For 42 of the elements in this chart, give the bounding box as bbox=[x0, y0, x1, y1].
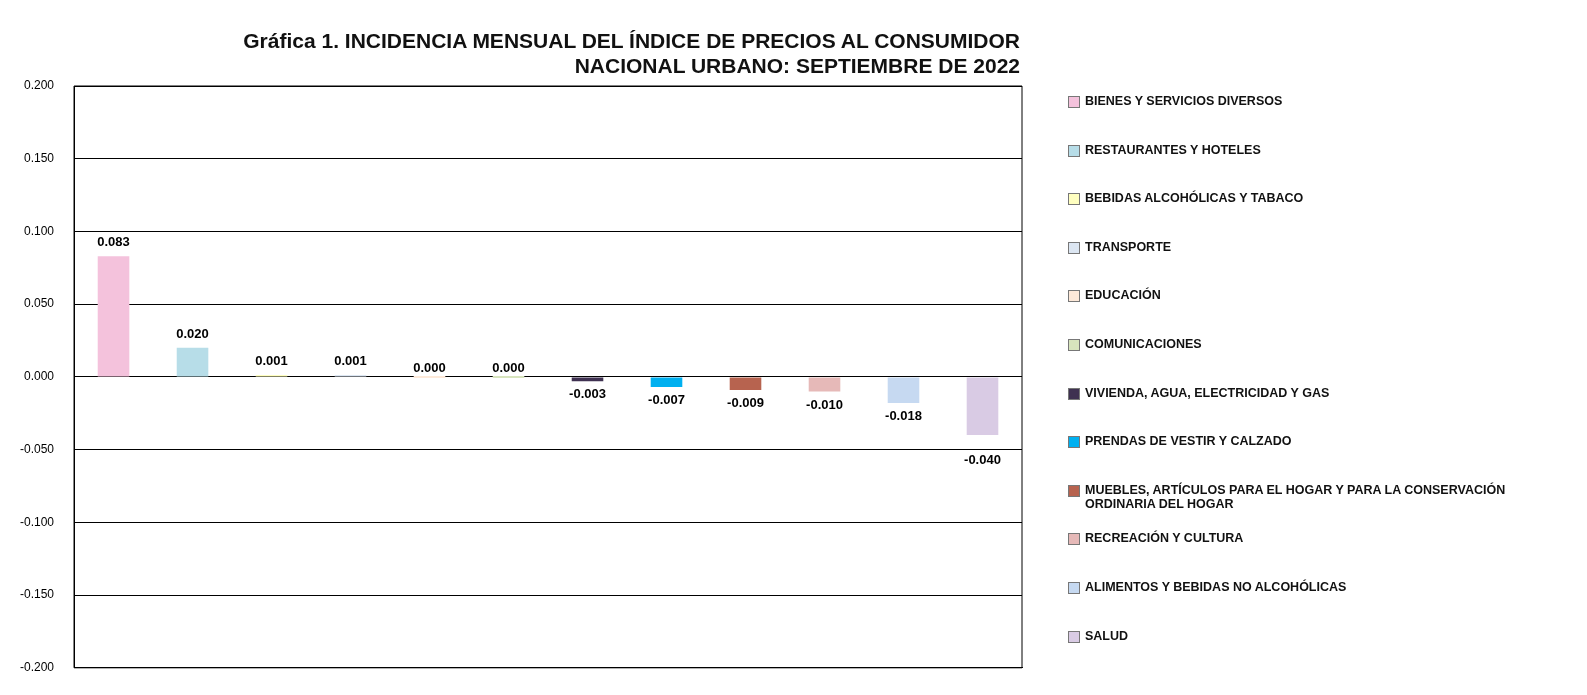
legend-label: PRENDAS DE VESTIR Y CALZADO bbox=[1085, 434, 1292, 449]
data-label: -0.040 bbox=[964, 451, 1001, 467]
legend-label: EDUCACIÓN bbox=[1085, 288, 1161, 303]
legend-label: MUEBLES, ARTÍCULOS PARA EL HOGAR Y PARA LA CONSERVACIÓN ORDINARIA DEL HOGAR bbox=[1085, 482, 1507, 511]
legend-label: VIVIENDA, AGUA, ELECTRICIDAD Y GAS bbox=[1085, 385, 1330, 400]
y-tick-label: -0.200 bbox=[19, 660, 55, 675]
data-label: -0.003 bbox=[569, 386, 606, 402]
data-label: 0.083 bbox=[97, 234, 130, 250]
data-label: -0.010 bbox=[806, 396, 843, 412]
y-tick-label: -0.050 bbox=[19, 441, 55, 456]
legend-label: RECREACIÓN Y CULTURA bbox=[1085, 531, 1244, 546]
bar bbox=[176, 347, 209, 377]
data-label: -0.009 bbox=[727, 395, 764, 411]
chart-title: Gráfica 1. INCIDENCIA MENSUAL DEL ÍNDICE DE PRECIOS AL CONSUMIDOR NACIONAL URBANO: SEPTIEMBRE DE 2022 bbox=[242, 28, 1020, 78]
data-label: 0.020 bbox=[176, 325, 209, 341]
legend-label: BEBIDAS ALCOHÓLICAS Y TABACO bbox=[1085, 191, 1304, 206]
bar bbox=[966, 377, 999, 436]
bar bbox=[808, 377, 841, 392]
data-label: -0.018 bbox=[885, 408, 922, 424]
y-tick-label: -0.150 bbox=[19, 587, 55, 602]
legend-label: BIENES Y SERVICIOS DIVERSOS bbox=[1085, 94, 1283, 108]
y-tick-label: 0.150 bbox=[23, 151, 55, 166]
y-tick-label: 0.100 bbox=[23, 223, 55, 238]
data-label: 0.000 bbox=[413, 359, 446, 375]
legend-label: RESTAURANTES Y HOTELES bbox=[1085, 142, 1261, 157]
bar bbox=[650, 377, 683, 388]
y-tick-label: 0.050 bbox=[23, 296, 55, 311]
bar bbox=[571, 377, 604, 382]
data-label: 0.001 bbox=[334, 352, 367, 368]
y-tick-label: 0.000 bbox=[23, 369, 55, 384]
legend-label: TRANSPORTE bbox=[1085, 239, 1172, 254]
bar bbox=[887, 377, 920, 404]
legend-label: SALUD bbox=[1085, 628, 1129, 643]
data-label: 0.000 bbox=[492, 359, 525, 375]
legend-label: ALIMENTOS Y BEBIDAS NO ALCOHÓLICAS bbox=[1085, 579, 1347, 594]
data-label: 0.001 bbox=[255, 352, 288, 368]
bar bbox=[97, 256, 130, 377]
legend-label: COMUNICACIONES bbox=[1085, 336, 1202, 351]
data-label: -0.007 bbox=[648, 392, 685, 408]
bar bbox=[729, 377, 762, 390]
y-tick-label: 0.200 bbox=[23, 78, 55, 93]
y-tick-label: -0.100 bbox=[19, 514, 55, 529]
